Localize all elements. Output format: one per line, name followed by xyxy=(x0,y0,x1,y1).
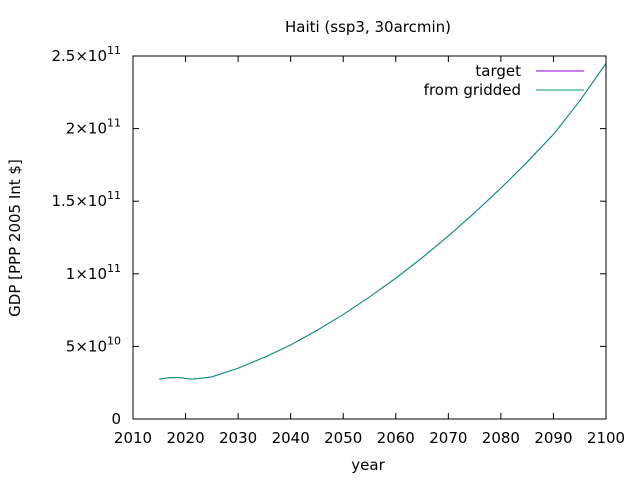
y-tick-label: 2.5×1011 xyxy=(51,44,121,65)
y-tick-exponent: 11 xyxy=(107,262,121,275)
axis-ticks: 2010 2020 2030 2040 2050 2060 2070 2080 2090 2100… xyxy=(51,44,625,447)
x-tick-label: 2020 xyxy=(166,429,204,447)
y-tick-mantissa: 2.5×10 xyxy=(51,47,107,65)
legend-label: target xyxy=(475,62,521,80)
x-tick-label: 2010 xyxy=(114,429,152,447)
y-tick-mantissa: 2×10 xyxy=(66,120,107,138)
series-line-1 xyxy=(159,63,607,380)
y-tick-label: 0 xyxy=(111,410,121,428)
y-tick-mantissa: 1×10 xyxy=(66,265,107,283)
y-tick-label: 1×1011 xyxy=(66,262,121,283)
y-axis-label: GDP [PPP 2005 Int $] xyxy=(6,159,24,317)
y-tick-exponent: 11 xyxy=(107,117,121,130)
y-tick-mantissa: 1.5×10 xyxy=(51,192,107,210)
x-tick-label: 2040 xyxy=(272,429,310,447)
y-tick-mantissa: 0 xyxy=(111,410,121,428)
y-tick-label: 5×1010 xyxy=(66,334,121,355)
series-line-0 xyxy=(159,63,607,380)
x-tick-label: 2050 xyxy=(324,429,362,447)
x-tick-label: 2030 xyxy=(219,429,257,447)
y-tick-mantissa: 5×10 xyxy=(66,337,107,355)
plot-frame xyxy=(132,55,607,420)
y-tick-label: 1.5×1011 xyxy=(51,189,121,210)
y-tick-exponent: 11 xyxy=(107,44,121,57)
x-tick-label: 2080 xyxy=(482,429,520,447)
x-tick-label: 2100 xyxy=(587,429,625,447)
chart-title: Haiti (ssp3, 30arcmin) xyxy=(285,18,451,36)
x-tick-label: 2090 xyxy=(534,429,572,447)
legend-label: from gridded xyxy=(424,81,521,99)
x-axis-label: year xyxy=(351,456,385,474)
x-tick-label: 2060 xyxy=(377,429,415,447)
y-tick-exponent: 11 xyxy=(107,189,121,202)
y-tick-exponent: 10 xyxy=(107,334,121,347)
series-lines xyxy=(159,63,607,380)
x-tick-label: 2070 xyxy=(429,429,467,447)
y-tick-label: 2×1011 xyxy=(66,117,121,138)
